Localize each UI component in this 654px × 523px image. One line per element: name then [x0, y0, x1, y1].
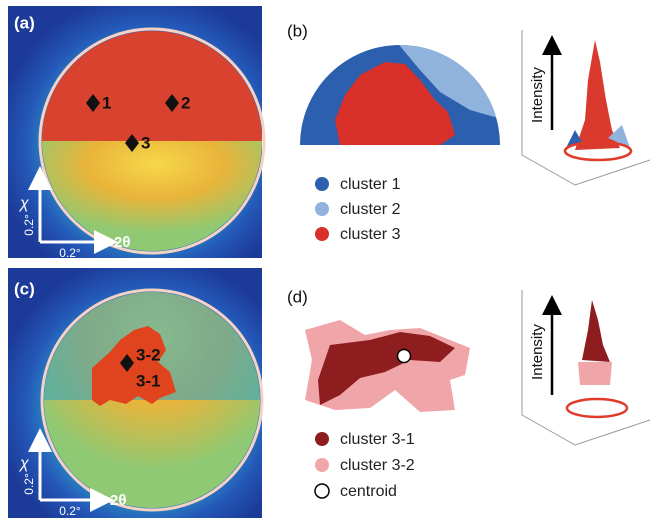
cluster-map — [305, 320, 470, 412]
scale-label: 0.2° — [59, 246, 81, 260]
panel-d: (d) cluster 3-1 cluster 3-2 centroid Int… — [287, 287, 650, 500]
legend-label: cluster 1 — [340, 176, 401, 193]
panel-label: (b) — [287, 21, 308, 40]
panel-label: (a) — [14, 13, 35, 32]
axis-label: 2θ — [114, 234, 130, 251]
scale-label: 0.2° — [59, 504, 81, 518]
marker-label: 3-1 — [136, 371, 161, 390]
axis-label: χ — [18, 455, 29, 472]
marker-label: 3 — [141, 133, 150, 152]
panel-b: (b) cluster 1 cluster 2 cluster 3 Intens… — [287, 21, 650, 243]
panel-label: (c) — [14, 279, 35, 298]
scale-label: 0.2° — [22, 214, 36, 236]
figure: (a) 1 2 3 χ 0.2° 2θ 0.2° (c) 3-2 3-1 χ 0… — [0, 0, 654, 518]
panel-c: (c) 3-2 3-1 χ 0.2° 2θ 0.2° — [8, 268, 270, 518]
marker-label: 2 — [181, 93, 190, 112]
intensity-plot: Intensity — [522, 290, 650, 445]
legend-label: cluster 3-1 — [340, 431, 415, 448]
legend-label: cluster 2 — [340, 201, 401, 218]
axis-label: 2θ — [110, 492, 126, 509]
intensity-plot: Intensity — [522, 30, 650, 185]
legend-label: centroid — [340, 483, 397, 500]
scale-label: 0.2° — [22, 473, 36, 495]
legend-label: cluster 3-2 — [340, 457, 415, 474]
legend-label: cluster 3 — [340, 226, 401, 243]
cluster-map — [300, 40, 505, 145]
marker-label: 3-2 — [136, 345, 161, 364]
marker-label: 1 — [102, 93, 111, 112]
panel-a: (a) 1 2 3 χ 0.2° 2θ 0.2° — [8, 6, 270, 260]
panel-label: (d) — [287, 287, 308, 306]
axis-label: Intensity — [529, 67, 546, 123]
axis-label: χ — [18, 195, 29, 212]
axis-label: Intensity — [529, 324, 546, 380]
